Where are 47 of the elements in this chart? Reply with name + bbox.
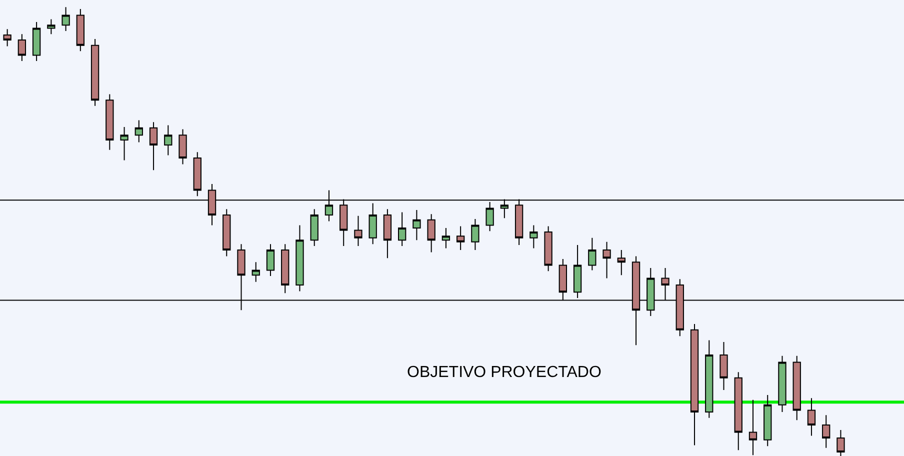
- ref-line-label: OBJETIVO PROYECTADO: [407, 364, 602, 381]
- candlestick: [178, 128, 187, 165]
- candlestick: [778, 355, 786, 413]
- candlestick: [354, 215, 362, 246]
- candlestick: [573, 244, 582, 299]
- candlestick: [106, 94, 114, 150]
- candlestick: [47, 18, 56, 35]
- candlestick: [705, 340, 714, 418]
- candlestick: [134, 120, 143, 143]
- candlestick: [398, 212, 406, 246]
- candlestick: [222, 208, 231, 257]
- candlestick: [281, 244, 290, 294]
- candlestick: [734, 372, 742, 451]
- candlestick: [90, 38, 100, 106]
- candlestick: [310, 208, 318, 246]
- candlestick: [602, 241, 611, 279]
- candlestick: [76, 8, 84, 52]
- candlestick: [18, 34, 26, 62]
- candlestick: [720, 342, 728, 391]
- candlestick: [120, 126, 128, 161]
- candlestick: [530, 224, 538, 249]
- candlestick: [368, 202, 377, 245]
- candlestick: [266, 244, 275, 277]
- candlestick: [690, 324, 699, 446]
- candlestick: [164, 124, 172, 156]
- candlestick: [252, 262, 260, 282]
- candlestick: [427, 214, 436, 253]
- candlestick: [456, 226, 465, 250]
- candlestick: [62, 6, 70, 32]
- candlestick: [822, 414, 830, 448]
- candlestick: [193, 152, 202, 197]
- candlestick: [471, 218, 480, 250]
- candlestick: [149, 122, 158, 171]
- candlestick: [544, 226, 552, 272]
- candlestick: [588, 237, 596, 271]
- candlestick: [617, 249, 626, 276]
- candlestick: [383, 208, 392, 259]
- candlestick: [748, 399, 758, 456]
- candlestick: [412, 210, 421, 241]
- candlestick: [32, 21, 41, 62]
- candlestick: [296, 224, 304, 292]
- candlestick: [807, 398, 816, 436]
- candlestick: [764, 394, 772, 447]
- candlestick: [836, 429, 845, 456]
- candlestick: [792, 355, 801, 421]
- candlestick: [442, 228, 450, 249]
- candlestick: [3, 28, 12, 47]
